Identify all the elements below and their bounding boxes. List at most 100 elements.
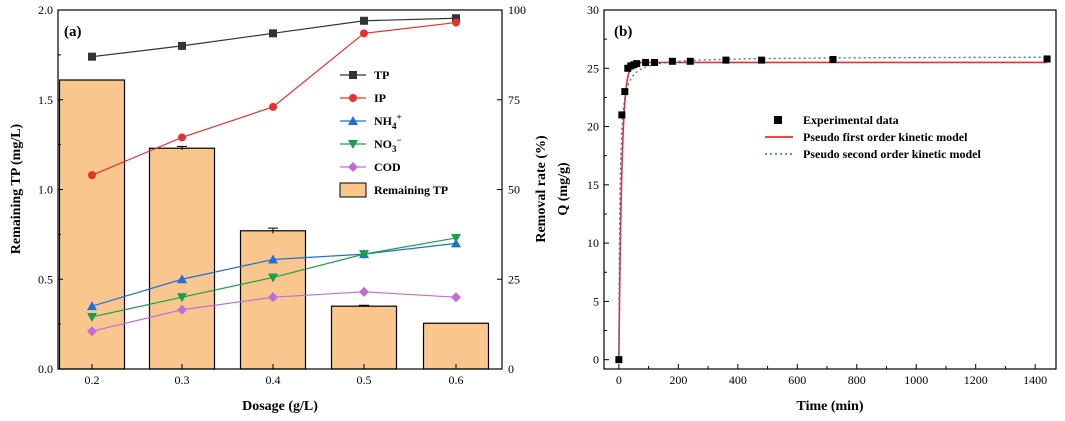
panel-b-y-axis-label: Q (mg/g) (556, 162, 571, 216)
data-point-tp (360, 16, 368, 25)
panel-a: 0.0 0.5 1.0 1.5 2.0 0 25 50 75 100 0.2 0.3 0.4 0.5 0.6… (9, 3, 549, 414)
y-tick-label: 0 (593, 353, 599, 367)
left-y-tick-label: 1.5 (38, 93, 53, 107)
legend-marker (349, 71, 357, 79)
panel-b-label: (b) (614, 24, 632, 40)
y-tick-label: 20 (587, 120, 599, 134)
legend-marker (349, 94, 357, 102)
pseudo-second-order-curve (618, 56, 1048, 360)
series-line-ip (91, 21, 457, 176)
x-tick-label: 1000 (904, 373, 928, 387)
right-y-tick-label: 100 (508, 3, 526, 17)
experimental-point (651, 58, 659, 66)
x-tick-label: 200 (669, 373, 687, 387)
bar-remaining-tp (422, 322, 490, 370)
experimental-point (1043, 55, 1051, 63)
experimental-point (829, 56, 837, 64)
data-point-ip (88, 171, 96, 180)
panel-a-x-axis-label: Dosage (g/L) (242, 399, 318, 414)
x-tick-label: 0.2 (85, 373, 100, 387)
x-tick-label: 600 (788, 373, 806, 387)
legend-label: NO3− (374, 135, 402, 154)
left-y-tick-label: 1.0 (38, 183, 53, 197)
left-y-tick-label: 0.0 (38, 362, 53, 376)
legend-label: Pseudo second order kinetic model (803, 147, 981, 161)
data-point-tp (452, 14, 460, 23)
panel-a-left-axis-label: Remaining TP (mg/L) (9, 123, 24, 254)
experimental-point (621, 88, 629, 96)
data-point-ip (360, 29, 368, 38)
experimental-point (668, 57, 676, 65)
legend-label: Pseudo first order kinetic model (803, 130, 968, 144)
experimental-point (615, 356, 623, 364)
data-point-tp (88, 52, 96, 61)
right-y-tick-label: 75 (508, 93, 520, 107)
data-point-cod (87, 326, 97, 337)
right-y-tick-label: 50 (508, 183, 520, 197)
pseudo-first-order-curve (618, 61, 1048, 360)
legend-label: IP (374, 91, 386, 105)
panel-a-label: (a) (64, 24, 82, 40)
data-point-cod (359, 286, 369, 297)
data-point-nh4 (268, 254, 278, 264)
legend-label: TP (374, 68, 389, 82)
x-tick-label: 0.3 (175, 373, 190, 387)
data-point-nh4 (87, 301, 97, 311)
experimental-point (633, 60, 641, 68)
legend-marker (348, 162, 358, 172)
right-y-tick-label: 25 (508, 272, 520, 286)
x-tick-label: 800 (848, 373, 866, 387)
panel-a-right-axis-label: Removal rate (%) (534, 135, 549, 243)
data-point-no3 (177, 293, 187, 303)
panel-a-legend: TP IP NH4+ NO3− COD Remaining TP (339, 68, 448, 198)
left-y-tick-label: 2.0 (38, 3, 53, 17)
y-tick-label: 10 (587, 236, 599, 250)
series-line-tp (91, 17, 457, 58)
legend-marker (348, 116, 358, 125)
panel-b-frame (603, 9, 1057, 370)
bar-remaining-tp (330, 305, 398, 370)
data-point-no3 (451, 233, 461, 243)
data-point-no3 (87, 312, 97, 322)
data-point-cod (177, 304, 187, 315)
data-point-tp (269, 29, 277, 38)
legend-marker (348, 140, 358, 149)
x-tick-label: 0.5 (357, 373, 372, 387)
experimental-point (642, 58, 650, 66)
y-tick-label: 30 (587, 3, 599, 17)
legend-bar-swatch (339, 182, 367, 198)
x-tick-label: 0.4 (266, 373, 281, 387)
data-point-cod (268, 292, 278, 303)
data-point-ip (178, 133, 186, 142)
left-y-tick-label: 0.5 (38, 272, 53, 286)
panel-b: 0 200 400 600 800 1000 1200 1400 0 5 10 15 20 25 30 (b… (556, 3, 1057, 414)
x-tick-label: 1400 (1023, 373, 1047, 387)
x-tick-label: 0.6 (449, 373, 464, 387)
legend-label: NH4+ (374, 112, 402, 131)
x-tick-label: 400 (729, 373, 747, 387)
bar-remaining-tp (148, 147, 216, 370)
data-point-no3 (268, 273, 278, 283)
y-tick-label: 15 (587, 178, 599, 192)
right-y-tick-label: 0 (508, 362, 514, 376)
experimental-point (722, 56, 730, 64)
y-tick-label: 25 (587, 61, 599, 75)
legend-label: COD (374, 160, 401, 174)
data-point-nh4 (177, 274, 187, 284)
data-point-no3 (359, 250, 369, 260)
x-tick-label: 0 (616, 373, 622, 387)
legend-label: Experimental data (803, 113, 899, 127)
panel-b-x-axis-label: Time (min) (796, 399, 863, 414)
experimental-point (758, 56, 766, 64)
legend-label: Remaining TP (374, 183, 448, 197)
data-point-ip (452, 18, 460, 27)
legend-marker (774, 116, 782, 124)
x-tick-label: 1200 (964, 373, 988, 387)
panel-b-legend: Experimental data Pseudo first order kine… (765, 113, 981, 161)
data-point-tp (178, 41, 186, 50)
experimental-point (618, 111, 626, 119)
y-tick-label: 5 (593, 294, 599, 308)
data-point-ip (269, 102, 277, 111)
experimental-point (686, 57, 694, 65)
